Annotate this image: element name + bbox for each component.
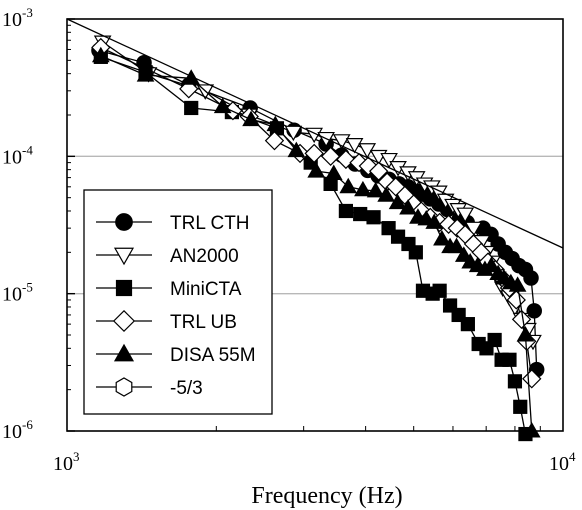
data-point [433, 230, 451, 246]
legend-label: -5/3 [170, 378, 203, 399]
data-point [336, 149, 356, 170]
data-point [320, 146, 341, 167]
data-point [136, 66, 155, 82]
legend-item: DISA 55M [96, 343, 256, 366]
data-point [388, 193, 407, 210]
data-point [508, 276, 527, 292]
data-point [502, 352, 517, 367]
data-point [332, 134, 351, 150]
legend-item: MiniCTA [96, 279, 242, 300]
legend-marker [115, 213, 133, 231]
y-tick-label: 10-5 [2, 280, 33, 306]
data-point [358, 156, 378, 176]
series-disa-55m [91, 46, 541, 438]
data-point [264, 130, 285, 151]
data-point [408, 245, 423, 260]
data-point [366, 181, 385, 198]
data-point [390, 229, 406, 244]
data-point [91, 46, 110, 63]
plot-frame [66, 18, 564, 432]
data-point [460, 317, 475, 332]
x-tick-label: 104 [549, 449, 576, 475]
data-point [487, 332, 502, 348]
data-point [368, 161, 389, 181]
data-point [184, 100, 199, 116]
data-point [353, 206, 368, 222]
data-point [182, 69, 201, 85]
data-point [482, 256, 501, 273]
legend-item: TRL UB [96, 309, 237, 333]
y-tick-label: 10-3 [2, 5, 33, 31]
legend-item: TRL CTH [96, 213, 250, 234]
axis-ticks: 10-3 10-4 10-5 10-6 103 104 [2, 5, 576, 475]
legend-item: AN2000 [96, 246, 239, 267]
data-point [345, 138, 364, 154]
legend-marker [113, 247, 135, 266]
data-point [304, 143, 324, 164]
legend-marker [115, 377, 133, 397]
data-point [523, 270, 539, 286]
data-point [324, 164, 343, 180]
data-series [66, 18, 564, 442]
y-tick-label: 10-6 [2, 417, 33, 443]
legend-marker [112, 309, 136, 333]
data-point [464, 221, 483, 238]
series--5-3 [66, 18, 564, 249]
legend-label: TRL UB [170, 312, 237, 333]
legend-item: -5/3 [96, 377, 203, 399]
data-point [432, 283, 447, 298]
x-axis-title: Frequency (Hz) [251, 483, 402, 509]
data-point [522, 421, 541, 438]
data-point [399, 199, 417, 215]
data-point [287, 141, 306, 158]
data-point [354, 180, 372, 197]
data-point [377, 186, 395, 202]
data-point [242, 110, 260, 127]
legend-label: DISA 55M [170, 345, 256, 366]
data-point [447, 237, 466, 254]
data-point [284, 125, 303, 142]
y-tick-label: 10-4 [2, 142, 33, 168]
legend-marker [115, 279, 133, 297]
data-point [456, 207, 475, 224]
data-point [179, 79, 199, 99]
data-point [213, 97, 232, 114]
legend-label: MiniCTA [170, 279, 242, 300]
legend-box [83, 189, 273, 415]
data-point [513, 399, 528, 414]
data-point [526, 303, 542, 319]
legend-marker [113, 343, 135, 362]
series-line [100, 56, 527, 435]
data-point [425, 213, 444, 229]
data-point [516, 325, 535, 342]
series-line [66, 18, 564, 249]
data-point [317, 131, 335, 148]
data-point [511, 309, 532, 330]
data-point [307, 162, 326, 178]
data-point [266, 115, 285, 132]
data-point [507, 374, 523, 389]
legend-label: AN2000 [170, 246, 239, 267]
data-point [522, 369, 542, 389]
data-point [339, 177, 358, 194]
data-point [380, 152, 398, 169]
x-tick-label: 103 [53, 449, 80, 475]
legend-label: TRL CTH [170, 213, 250, 234]
data-point [366, 210, 381, 225]
data-point [338, 203, 353, 219]
legend: TRL CTH AN2000 MiniCTA TRL UB DISA 55M -5/3 [83, 189, 273, 415]
